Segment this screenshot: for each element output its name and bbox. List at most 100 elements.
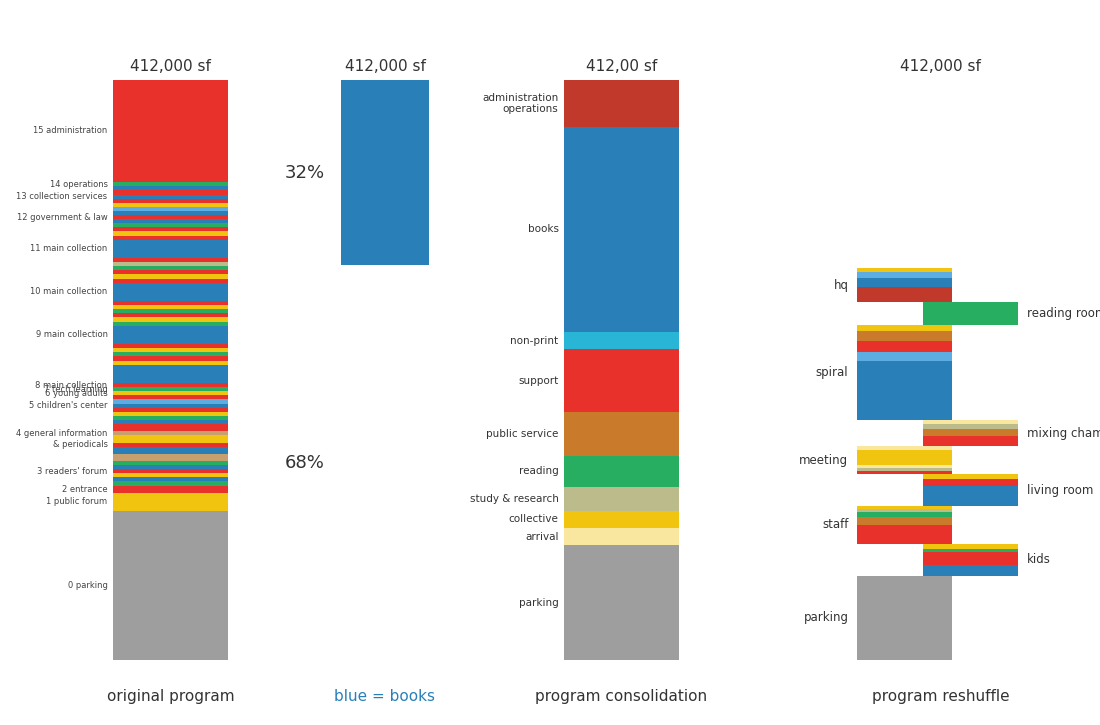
Bar <box>113 383 228 387</box>
Bar <box>113 360 228 365</box>
Bar <box>113 454 228 461</box>
Bar <box>923 479 1018 486</box>
Bar <box>564 80 679 127</box>
Bar <box>113 473 228 477</box>
Text: blue = books: blue = books <box>334 689 436 704</box>
Bar <box>113 228 228 231</box>
Bar <box>113 278 228 283</box>
Bar <box>923 302 1018 325</box>
Text: 32%: 32% <box>285 164 324 181</box>
Bar <box>923 428 1018 436</box>
Bar <box>857 506 953 509</box>
Bar <box>113 365 228 383</box>
Text: kids: kids <box>1026 553 1050 566</box>
Bar <box>113 477 228 481</box>
Bar <box>113 191 228 194</box>
Bar <box>113 493 228 511</box>
Text: living room: living room <box>1026 484 1093 497</box>
Text: public service: public service <box>486 429 559 439</box>
Text: reading room: reading room <box>1026 307 1100 320</box>
Bar <box>113 322 228 326</box>
Text: mixing chamber: mixing chamber <box>1026 427 1100 440</box>
Text: 2 entrance: 2 entrance <box>62 484 108 494</box>
Bar <box>113 447 228 454</box>
Bar <box>113 461 228 465</box>
Text: 11 main collection: 11 main collection <box>31 244 108 253</box>
Text: spiral: spiral <box>816 366 848 379</box>
Bar <box>113 481 228 486</box>
Bar <box>113 207 228 211</box>
Text: staff: staff <box>822 518 848 531</box>
Text: original program: original program <box>107 689 234 704</box>
Text: 6 young adults: 6 young adults <box>45 389 108 398</box>
Text: non-print: non-print <box>510 336 559 346</box>
Text: 5 children's center: 5 children's center <box>29 401 108 410</box>
Text: parking: parking <box>803 611 848 624</box>
Bar <box>564 511 679 528</box>
Bar <box>857 517 953 525</box>
Title: 412,000 sf: 412,000 sf <box>130 59 211 75</box>
Bar <box>857 361 953 420</box>
Bar <box>857 447 953 450</box>
Bar <box>857 341 953 352</box>
Bar <box>857 468 953 471</box>
Bar <box>923 544 1018 549</box>
Bar <box>113 420 228 424</box>
Bar <box>113 182 228 186</box>
Text: 0 parking: 0 parking <box>68 581 108 590</box>
Bar <box>564 332 679 349</box>
Bar <box>923 436 1018 447</box>
Text: reading: reading <box>519 466 559 476</box>
Bar <box>923 565 1018 576</box>
Text: 10 main collection: 10 main collection <box>31 287 108 297</box>
Bar <box>113 194 228 199</box>
Bar <box>113 469 228 473</box>
Bar <box>113 387 228 392</box>
Text: 7 tech learning: 7 tech learning <box>44 385 108 394</box>
Bar <box>857 512 953 517</box>
Bar <box>923 486 1018 506</box>
Text: meeting: meeting <box>800 454 848 467</box>
Bar <box>564 545 679 660</box>
Text: program consolidation: program consolidation <box>536 689 707 704</box>
Text: administration
operations: administration operations <box>482 93 559 115</box>
Bar <box>113 442 228 447</box>
Bar <box>857 272 953 278</box>
Title: 412,000 sf: 412,000 sf <box>900 59 981 75</box>
Bar <box>113 416 228 420</box>
Bar <box>341 80 429 265</box>
Bar <box>857 268 953 272</box>
Bar <box>923 424 1018 428</box>
Bar <box>113 357 228 360</box>
Bar <box>113 511 228 660</box>
Bar <box>113 344 228 348</box>
Bar <box>113 266 228 270</box>
Bar <box>857 352 953 361</box>
Text: program reshuffle: program reshuffle <box>871 689 1010 704</box>
Bar <box>113 424 228 431</box>
Bar <box>113 223 228 228</box>
Text: collective: collective <box>508 515 559 524</box>
Bar <box>113 283 228 301</box>
Text: 13 collection services: 13 collection services <box>16 192 108 201</box>
Bar <box>857 525 953 544</box>
Bar <box>923 420 1018 424</box>
Bar <box>113 486 228 493</box>
Bar <box>113 407 228 412</box>
Bar <box>923 474 1018 479</box>
Bar <box>113 231 228 236</box>
Text: 68%: 68% <box>285 454 324 471</box>
Bar <box>857 331 953 341</box>
Bar <box>113 215 228 219</box>
Bar <box>857 465 953 468</box>
Bar <box>113 301 228 305</box>
Bar <box>923 552 1018 565</box>
Bar <box>341 265 429 660</box>
Text: 4 general information
& periodicals: 4 general information & periodicals <box>16 429 108 449</box>
Bar <box>113 348 228 352</box>
Text: books: books <box>528 225 559 234</box>
Bar <box>113 326 228 344</box>
Bar <box>113 236 228 239</box>
Bar <box>113 239 228 258</box>
Text: hq: hq <box>834 278 848 291</box>
